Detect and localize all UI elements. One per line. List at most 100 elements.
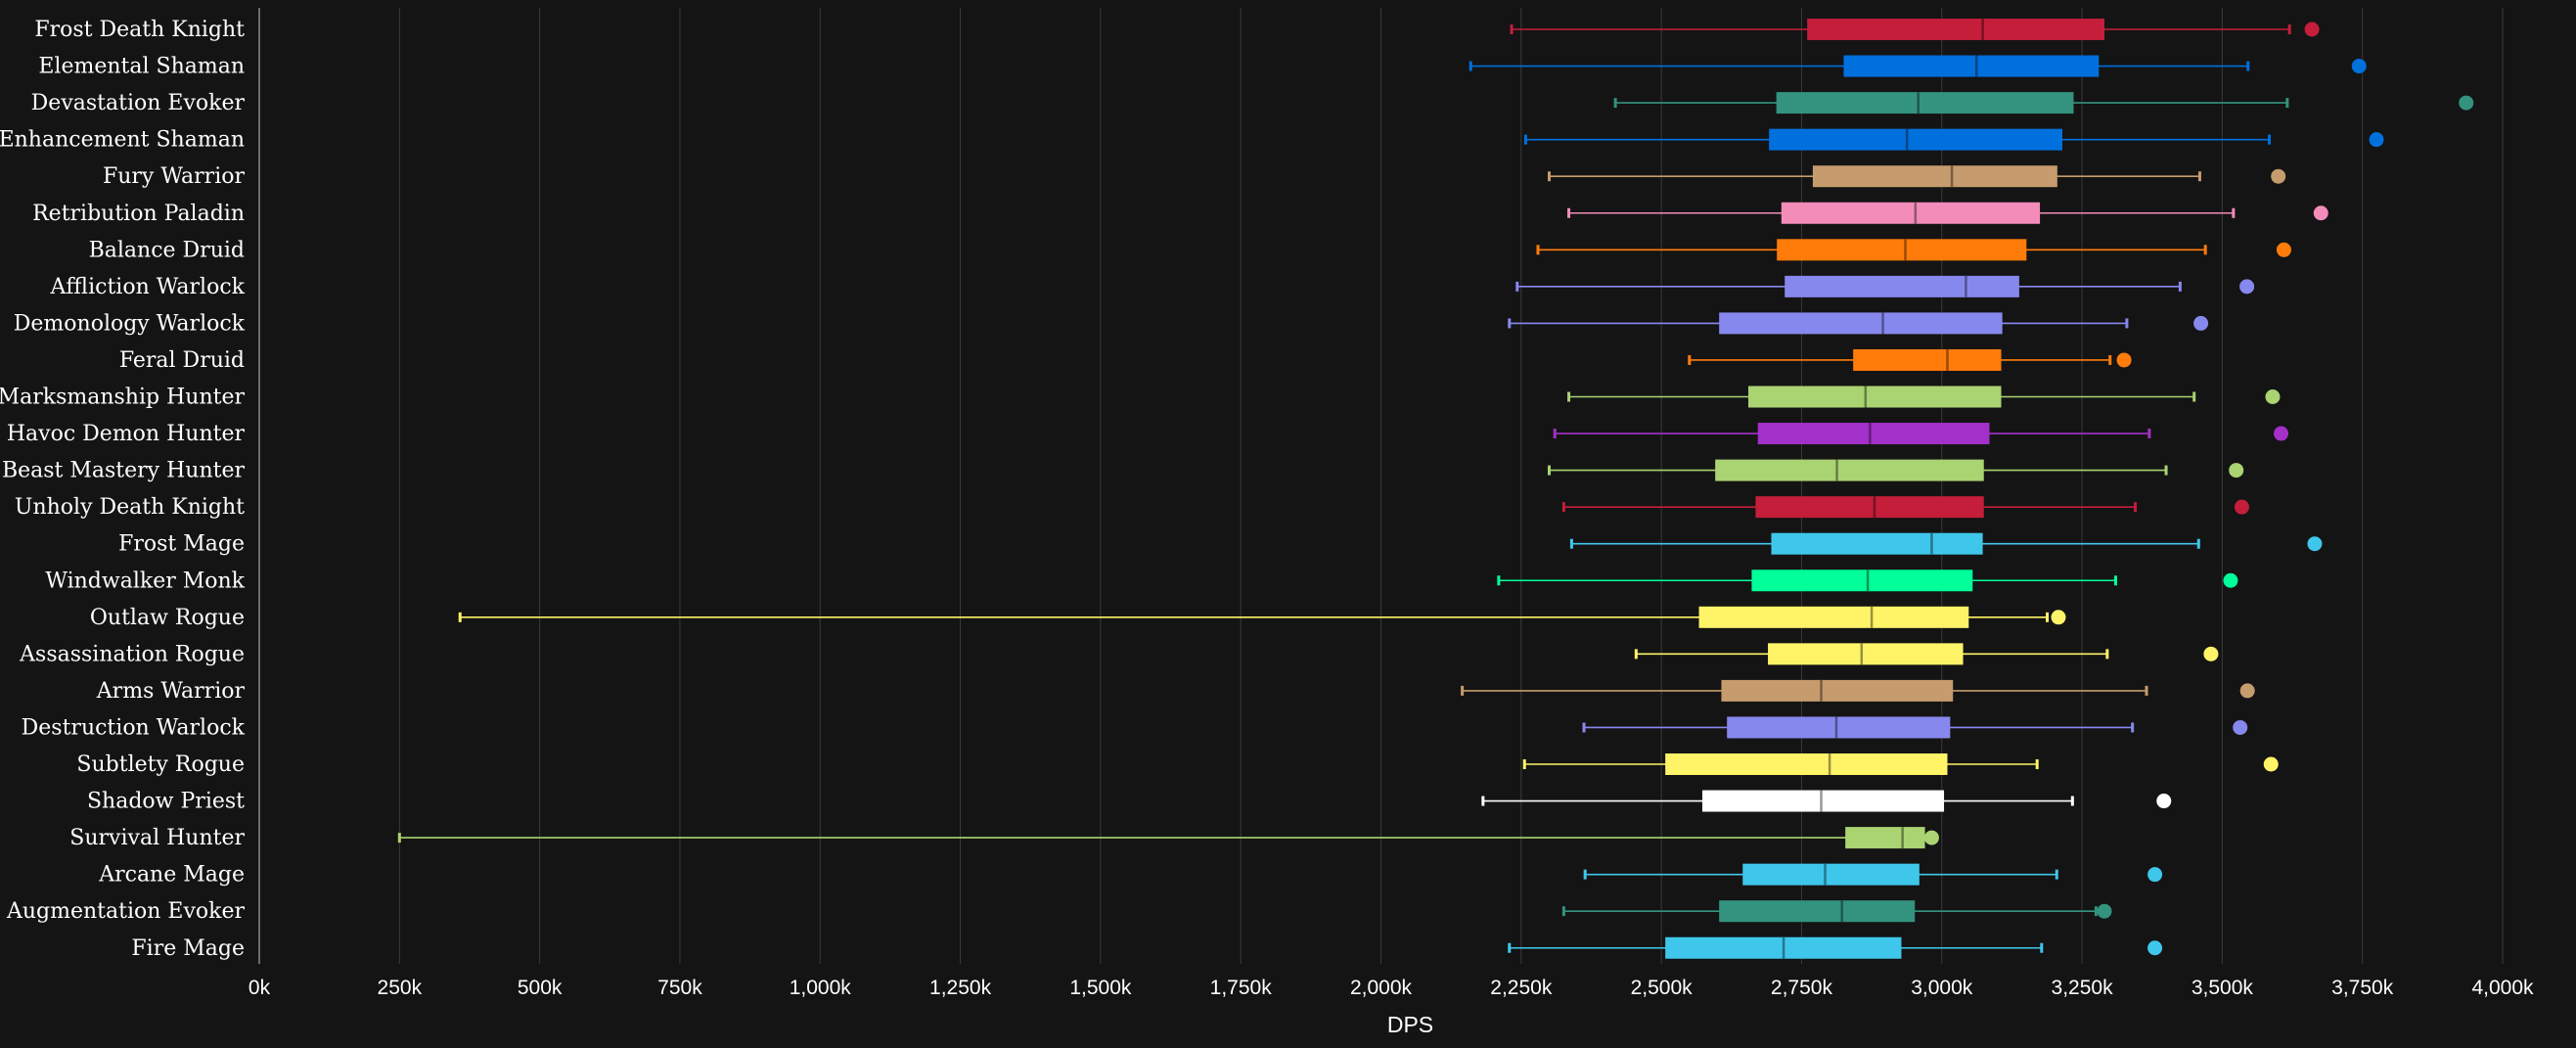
category-label: Outlaw Rogue [90,606,245,630]
category-label: Affliction Warlock [50,275,246,299]
outlier-point [2313,205,2328,221]
box-frost-mage [1569,532,2323,555]
category-label: Frost Mage [118,532,245,557]
box-fire-mage [1508,936,2163,959]
category-label: Augmentation Evoker [6,899,246,924]
category-label: Frost Death Knight [34,18,245,42]
outlier-point [2051,610,2066,625]
category-label: Subtlety Rogue [76,752,245,777]
outlier-point [2271,168,2286,184]
outlier-point [2193,315,2209,331]
x-tick-label: 0k [249,977,271,999]
x-axis-title: DPS [1387,1012,1433,1037]
iqr-box [1771,532,1983,555]
x-tick-label: 750k [657,977,702,999]
x-tick-label: 4,000k [2471,977,2534,999]
category-label: Arcane Mage [98,863,245,888]
outlier-point [2265,389,2281,404]
outlier-point [2097,903,2112,919]
outlier-point [2351,59,2367,74]
box-beast-mastery-hunter [1547,459,2244,481]
outlier-point [1923,830,1939,845]
iqr-box [1727,716,1951,739]
outlier-point [2307,536,2323,552]
x-tick-label: 2,750k [1771,977,1833,999]
category-label: Beast Mastery Hunter [2,459,246,483]
outlier-point [2147,867,2163,883]
iqr-box [1757,423,1990,445]
x-tick-label: 1,250k [929,977,992,999]
box-elemental-shaman [1469,55,2367,77]
outlier-point [2203,646,2219,661]
iqr-box [1769,128,2062,151]
category-label: Demonology Warlock [14,311,246,336]
box-windwalker-monk [1497,570,2238,592]
category-label: Survival Hunter [69,826,245,850]
iqr-box [1701,790,1945,812]
category-label: Havoc Demon Hunter [7,422,246,446]
box-augmentation-evoker [1561,900,2112,923]
outlier-point [2276,242,2291,257]
category-label: Fury Warrior [103,164,246,189]
outlier-point [2229,463,2244,478]
outlier-point [2234,499,2249,515]
iqr-box [1812,165,2057,188]
x-tick-label: 2,250k [1490,977,1553,999]
category-label: Feral Druid [119,348,245,373]
iqr-box [1719,900,1916,923]
box-affliction-warlock [1515,275,2255,297]
box-arms-warrior [1461,679,2255,702]
outlier-point [2274,426,2289,441]
x-tick-label: 3,500k [2192,977,2254,999]
iqr-box [1698,606,1969,628]
box-balance-druid [1536,239,2291,261]
outlier-point [2233,719,2248,735]
x-tick-label: 500k [518,977,563,999]
box-enhancement-shaman [1523,128,2384,151]
x-tick-label: 3,250k [2052,977,2114,999]
iqr-box [1719,312,2003,335]
box-unholy-death-knight [1561,496,2249,519]
box-arcane-mage [1583,863,2163,886]
box-assassination-rogue [1634,643,2219,665]
outlier-point [2459,95,2474,111]
iqr-box [1781,202,2041,224]
outlier-point [2239,683,2255,699]
box-devastation-evoker [1613,92,2474,114]
category-label: Unholy Death Knight [15,495,245,520]
category-label: Elemental Shaman [38,55,245,79]
iqr-box [1747,386,2002,408]
x-tick-label: 3,750k [2331,977,2394,999]
iqr-box [1777,239,2027,261]
iqr-box [1715,459,1984,481]
iqr-box [1776,92,2074,114]
x-tick-label: 2,500k [1631,977,1694,999]
category-label: Assassination Rogue [19,642,245,666]
grid-lines [398,8,2504,964]
category-label: Balance Druid [89,238,245,262]
iqr-box [1853,348,2002,371]
outlier-point [2239,279,2255,295]
iqr-box [1751,570,1973,592]
box-shadow-priest [1481,790,2172,812]
box-frost-death-knight [1510,19,2320,40]
category-labels: Frost Death Knight Elemental Shaman Devast… [0,18,246,961]
box-destruction-warlock [1582,716,2248,739]
box-retribution-paladin [1567,202,2328,224]
category-label: Fire Mage [131,936,245,961]
category-label: Destruction Warlock [22,715,246,740]
outlier-point [2304,22,2320,37]
x-axis-tick-labels: 0k 250k 500k 750k 1,000k 1,250k 1,500k 1,750k 2,… [249,977,2534,999]
box-subtlety-rogue [1522,753,2279,775]
x-tick-label: 1,750k [1210,977,1273,999]
category-label: Arms Warrior [96,679,246,704]
category-label: Shadow Priest [87,790,245,814]
box-fury-warrior [1547,165,2286,188]
x-tick-label: 3,000k [1911,977,1973,999]
box-outlaw-rogue [458,606,2066,628]
iqr-box [1755,496,1984,519]
x-tick-label: 1,000k [790,977,852,999]
x-tick-label: 250k [378,977,423,999]
box-havoc-demon-hunter [1553,423,2289,445]
box-survival-hunter [397,827,1939,849]
